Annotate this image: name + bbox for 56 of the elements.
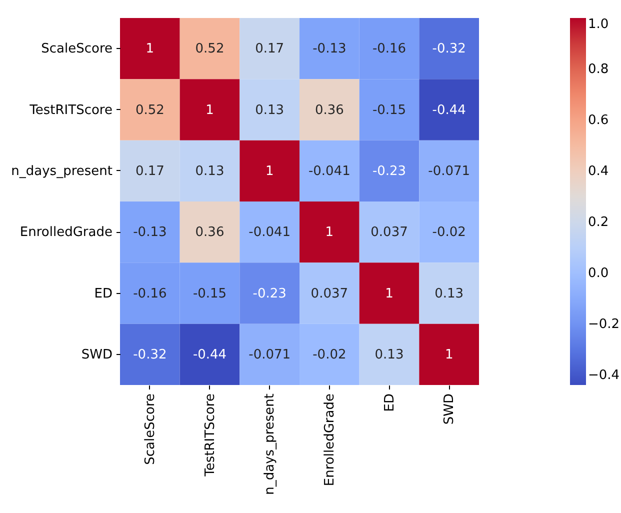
color-bar-label: 1.0 xyxy=(588,17,609,32)
y-tick-label: ScaleScore xyxy=(41,42,112,57)
data-label: 0.13 xyxy=(434,286,464,302)
data-label: -0.32 xyxy=(432,42,466,57)
y-tick-label: EnrolledGrade xyxy=(20,225,112,240)
data-label: 0.36 xyxy=(195,225,224,240)
data-label: 0.52 xyxy=(195,42,224,57)
data-label: -0.02 xyxy=(312,347,346,362)
data-label: 0.36 xyxy=(314,102,344,118)
data-label: 0.17 xyxy=(135,164,164,179)
data-label: 1 xyxy=(206,102,214,118)
data-label: 1 xyxy=(385,286,394,302)
data-label: -0.02 xyxy=(432,225,466,240)
data-label: 0.13 xyxy=(374,347,404,362)
data-label: -0.071 xyxy=(248,347,291,362)
y-tick-label: SWD xyxy=(81,347,112,362)
data-label: -0.15 xyxy=(372,102,406,118)
data-label: 0.13 xyxy=(255,102,284,118)
data-label: -0.44 xyxy=(192,347,227,362)
data-label: 1 xyxy=(146,42,154,57)
color-bar-label: 0.0 xyxy=(588,266,609,281)
color-bar-label: −0.2 xyxy=(588,316,620,332)
data-label: -0.16 xyxy=(372,42,406,57)
color-bar-label: 0.2 xyxy=(588,214,609,230)
data-label: -0.44 xyxy=(432,102,466,118)
data-label: 1 xyxy=(444,347,454,362)
x-tick-label: TestRITScore xyxy=(202,394,218,478)
data-label: 0.13 xyxy=(195,164,224,179)
y-tick-label: ED xyxy=(94,286,112,302)
y-tick-label: TestRITScore xyxy=(28,102,112,118)
x-tick-label: EnrolledGrade xyxy=(322,394,338,486)
data-label: 0.17 xyxy=(255,42,284,57)
x-tick-label: SWD xyxy=(442,394,458,425)
data-label: 0.52 xyxy=(135,102,164,118)
data-label: -0.16 xyxy=(133,286,167,302)
data-label: -0.041 xyxy=(308,164,350,179)
data-label: 1 xyxy=(325,225,334,240)
data-label: 1 xyxy=(265,164,274,179)
data-label: 0.037 xyxy=(310,286,348,302)
x-tick-label: ED xyxy=(382,394,398,412)
color-bar-label: −0.4 xyxy=(588,368,620,383)
data-label: -0.041 xyxy=(248,225,291,240)
color-bar-label: 0.4 xyxy=(588,164,609,179)
data-label: -0.23 xyxy=(252,286,286,302)
data-label: 0.037 xyxy=(370,225,408,240)
color-bar-label: 0.6 xyxy=(588,112,609,128)
y-tick-label: n_days_present xyxy=(11,164,112,179)
color-bar-label: 0.8 xyxy=(588,62,609,77)
x-tick-label: ScaleScore xyxy=(142,394,158,465)
data-label: -0.13 xyxy=(133,225,167,240)
data-label: -0.15 xyxy=(192,286,227,302)
data-label: -0.071 xyxy=(428,164,470,179)
x-tick-label: n_days_present xyxy=(262,394,278,495)
data-label: -0.23 xyxy=(372,164,406,179)
data-label: -0.32 xyxy=(133,347,167,362)
data-label: -0.13 xyxy=(312,42,346,57)
